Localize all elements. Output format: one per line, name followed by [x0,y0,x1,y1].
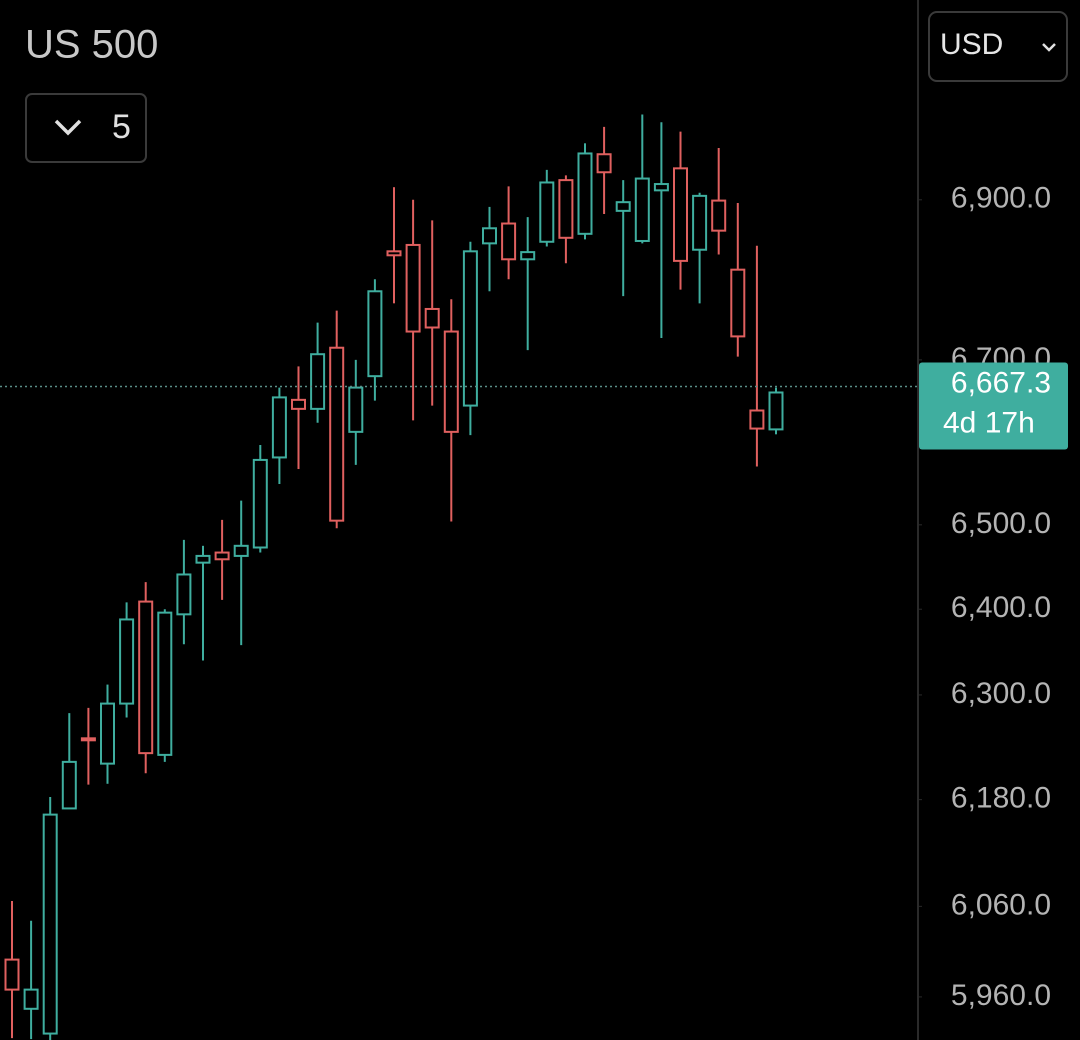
candle-body [252,458,268,549]
candle-body [577,152,593,235]
candle-body [310,353,326,410]
currency-label: USD [940,28,1003,61]
current-price-label: 6,667.3 [951,366,1051,399]
plot-area [0,114,918,1040]
chevron-icon [1042,43,1056,52]
candle-body [42,813,58,1035]
y-tick-label: 6,400.0 [951,591,1051,624]
candle-body [501,222,517,261]
y-tick-label: 6,180.0 [951,782,1051,815]
y-tick-label: 5,960.0 [951,979,1051,1012]
candle-body [4,958,20,991]
chart-title: US 500 [25,23,158,67]
currency-box[interactable] [928,11,1068,82]
candle-body [367,290,383,378]
candle-body [138,600,154,755]
candle-body [291,398,306,410]
candle-body [462,250,478,407]
candle-body [176,573,192,616]
candle-body [23,988,39,1010]
candle-body [195,554,211,564]
candle-body [386,250,402,257]
countdown-label: 4d 17h [943,406,1035,439]
candle-body [520,251,536,261]
candle-body [539,181,555,243]
candle-body [749,409,765,430]
candle-body [482,227,497,245]
interval-button[interactable]: 5 [25,93,147,163]
current-price-badge [919,362,1068,450]
y-tick-label: 6,300.0 [951,677,1051,710]
y-tick-label: 6,060.0 [951,888,1051,921]
chevron-icon [54,119,82,136]
currency-button[interactable]: USD [928,11,1068,82]
candle-body [615,201,631,212]
candle-body [673,167,688,262]
candle-body [424,307,440,329]
interval-label: 5 [112,108,131,146]
interval-box[interactable] [25,93,147,163]
candle-body [157,611,173,756]
candle-body [348,386,364,433]
candle-body [596,153,612,174]
candle-body [233,544,249,557]
candle-body [61,760,77,810]
candle-body [711,199,727,232]
y-tick-label: 6,900.0 [951,182,1051,215]
y-tick-label: 6,500.0 [951,507,1051,540]
candle-body [558,179,574,239]
candle-body [768,391,784,431]
candle-body [653,183,669,192]
candle-body [214,551,230,561]
candle-body [692,194,708,251]
candle-body [730,268,746,338]
candle-body [271,396,287,459]
candle-body [443,330,459,433]
candle-body [634,177,650,242]
candle-body [405,243,421,333]
candle-body [100,702,115,765]
candle-body [119,618,135,705]
candle-body [329,346,345,522]
candle-body [80,737,96,742]
